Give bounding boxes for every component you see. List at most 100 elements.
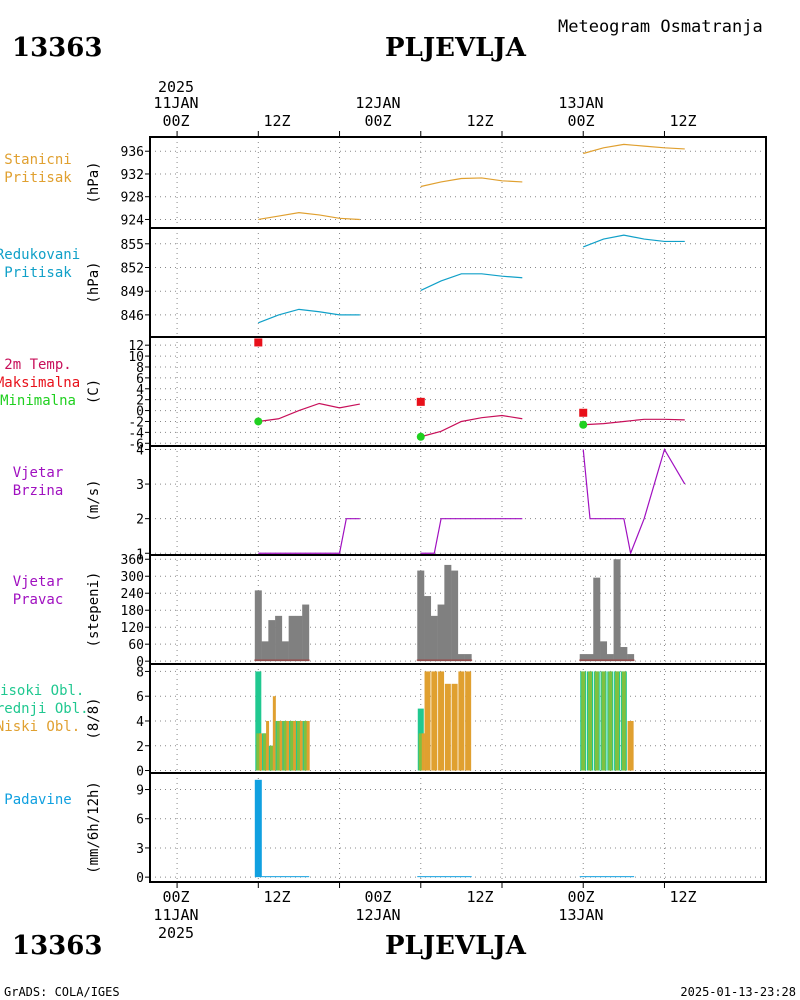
hour-label-bottom-5: 00Z — [567, 888, 594, 906]
unit-label: (m/s) — [86, 479, 102, 521]
mid-cloud-bar — [290, 720, 295, 771]
unit-label: (hPa) — [86, 161, 102, 203]
data-bar — [302, 604, 310, 662]
y-tick-label: 60 — [128, 638, 144, 653]
data-bar — [451, 876, 459, 878]
y-tick-label: 0 — [136, 765, 144, 780]
data-bar — [593, 876, 601, 878]
hour-label-top-1: 00Z — [162, 112, 189, 130]
series-line — [583, 418, 685, 426]
y-tick-label: 4 — [136, 443, 144, 458]
mid-cloud-bar — [283, 720, 288, 771]
y-tick-label: 852 — [121, 261, 144, 276]
hour-label-top-3: 00Z — [364, 112, 391, 130]
mid-cloud-bar — [581, 671, 586, 771]
mid-cloud-bar — [594, 671, 599, 771]
y-tick-label: -4 — [128, 426, 144, 441]
day-label-top-2: 12JAN — [355, 94, 400, 112]
data-bar — [586, 654, 594, 662]
y-tick-label: 2 — [136, 513, 144, 528]
data-bar — [417, 570, 425, 662]
panel-7: 0 3 6 9 (mm/6h/12h) Padavine — [4, 772, 767, 886]
data-bar — [444, 564, 452, 662]
data-bar — [627, 876, 635, 878]
panel-frame — [149, 663, 767, 774]
data-bar — [261, 641, 269, 662]
mid-cloud-bar — [418, 733, 423, 771]
series-line — [583, 234, 685, 248]
mid-cloud-bar — [615, 671, 620, 771]
footer-timestamp: 2025-01-13-23:28 — [680, 985, 796, 999]
station-name-bottom: PLJEVLJA — [385, 931, 527, 961]
series-line — [420, 518, 523, 554]
y-tick-label: 360 — [121, 553, 144, 568]
low-cloud-bar — [424, 671, 431, 771]
low-cloud-bar — [627, 720, 634, 771]
data-bar — [457, 654, 465, 662]
data-bar — [627, 654, 635, 662]
panel-label-line: Pritisak — [4, 265, 72, 281]
y-tick-label: 8 — [136, 361, 144, 376]
y-tick-label: 0 — [136, 871, 144, 886]
y-tick-label: -6 — [128, 437, 144, 452]
hour-label-bottom-3: 00Z — [364, 888, 391, 906]
hour-label-bottom-2: 12Z — [263, 888, 290, 906]
data-bar — [579, 876, 587, 878]
unit-label: (mm/6h/12h) — [86, 781, 102, 874]
panel-frame — [149, 445, 767, 556]
tmin-marker — [416, 432, 425, 441]
y-tick-label: 12 — [128, 339, 144, 354]
panel-label-line: Redukovani — [0, 247, 80, 263]
panel-label-line: Srednji Obl. — [0, 701, 89, 717]
data-bar — [620, 876, 628, 878]
panel-label-line: Visoki Obl. — [0, 683, 84, 699]
y-tick-label: 3 — [136, 842, 144, 857]
y-tick-label: 1 — [136, 547, 144, 562]
mid-cloud-bar — [621, 671, 626, 771]
tmin-marker — [254, 417, 263, 426]
high-cloud-bar — [255, 671, 262, 771]
panel-label-line: Pravac — [13, 592, 64, 608]
data-bar — [424, 876, 432, 878]
series-line — [420, 414, 523, 438]
panel-6: 0 2 4 6 8 (8/8)Visoki Obl. Srednji Obl. Niski O… — [0, 663, 767, 780]
data-bar — [295, 876, 303, 878]
low-cloud-bar — [451, 683, 458, 771]
data-bar — [430, 615, 438, 662]
low-cloud-bar — [272, 696, 276, 771]
hour-label-top-4: 12Z — [466, 112, 493, 130]
footer-credit: GrADS: COLA/IGES — [4, 985, 120, 999]
mid-cloud-bar — [601, 671, 606, 771]
data-bar — [417, 876, 425, 878]
tmax-marker — [254, 338, 263, 347]
data-bar — [424, 596, 432, 662]
data-bar — [268, 876, 276, 878]
data-bar — [464, 876, 472, 878]
panel-label-line: Pritisak — [4, 170, 72, 186]
data-bar — [281, 641, 289, 662]
data-bar — [275, 876, 283, 878]
series-line — [420, 177, 523, 188]
data-bar — [437, 604, 445, 662]
series-line — [258, 518, 360, 554]
y-tick-label: -2 — [128, 415, 144, 430]
mid-cloud-bar — [296, 720, 301, 771]
low-cloud-bar — [421, 733, 425, 771]
station-id-top: 13363 — [12, 33, 102, 63]
low-cloud-bar — [266, 720, 270, 771]
series-line — [258, 308, 360, 324]
y-tick-label: 4 — [136, 383, 144, 398]
panel-frame — [149, 336, 767, 447]
station-id-bottom: 13363 — [12, 931, 102, 961]
y-tick-label: 4 — [136, 715, 144, 730]
panel-label-line: Stanicni — [4, 152, 71, 168]
panel-2: 846 849 852 855 (hPa) Redukovani Pritisak — [0, 227, 767, 338]
unit-label: (C) — [86, 379, 102, 404]
series-line — [258, 402, 360, 423]
data-bar — [268, 620, 276, 662]
data-bar — [451, 570, 459, 662]
tmin-marker — [579, 420, 588, 429]
series-line — [583, 143, 685, 155]
data-bar — [579, 654, 587, 662]
